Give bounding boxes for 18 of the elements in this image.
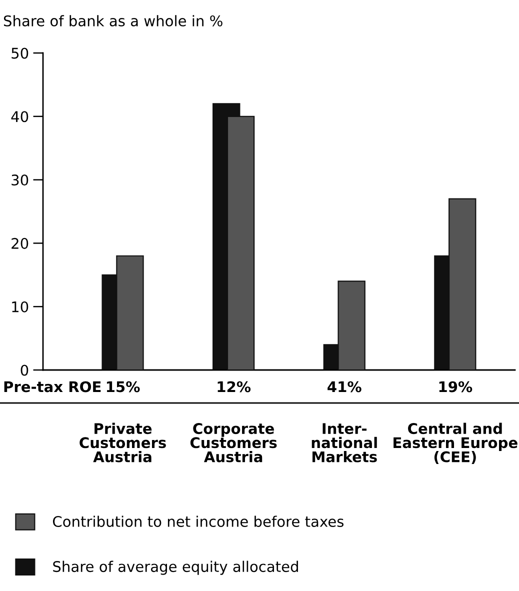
- y-tick-label: 30: [12, 174, 28, 186]
- x-tick-label: Inter- national Markets: [312, 423, 377, 462]
- text: Pre-tax ROE: [4, 381, 101, 392]
- text: 12%: [218, 381, 251, 392]
- legend-label: Share of average equity allocated: [53, 560, 298, 575]
- text: 41%: [328, 381, 362, 392]
- y-tick-label: 50: [12, 48, 28, 59]
- x-tick-label: Central and Eastern Europe (CEE): [394, 422, 518, 464]
- legend-label: Contribution to net income before taxes: [52, 516, 344, 527]
- x-tick-label: Private Customers Austria: [80, 422, 166, 462]
- y-axis-title: Share of bank as a whole in %: [4, 15, 222, 26]
- text: 15%: [106, 381, 140, 392]
- y-tick-label: 0: [20, 364, 28, 376]
- x-tick-label: Corporate Customers Austria: [190, 423, 277, 462]
- y-tick-label: 10: [12, 301, 28, 312]
- y-tick-label: 20: [12, 238, 28, 249]
- text: 19%: [439, 381, 472, 392]
- y-tick-label: 40: [11, 111, 28, 122]
